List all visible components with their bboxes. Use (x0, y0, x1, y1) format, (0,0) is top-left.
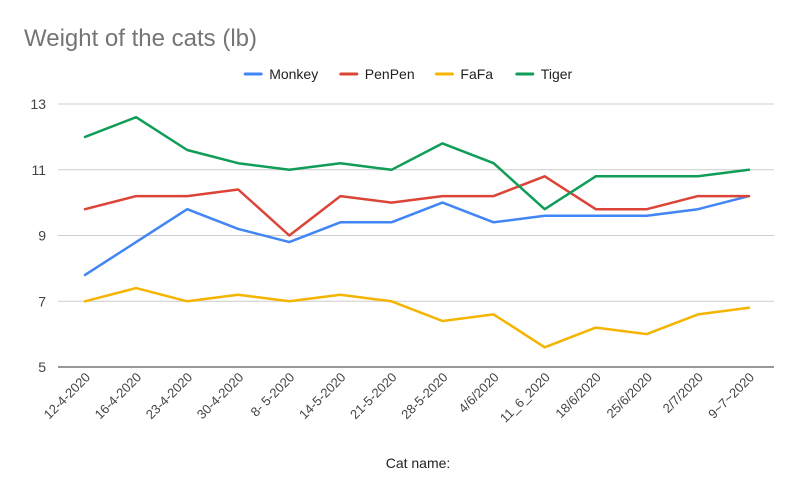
x-tick-label: 21-5-2020 (347, 370, 400, 423)
x-tick-label: 25/6/2020 (603, 370, 655, 422)
legend-label: PenPen (365, 66, 415, 82)
series-line-fafa (83, 286, 751, 349)
legend-item-fafa: FaFa (434, 66, 493, 82)
legend-label: FaFa (460, 66, 493, 82)
x-tick-label: 12-4-2020 (41, 370, 94, 423)
x-tick-label: 28-5-2020 (398, 370, 451, 423)
legend-item-tiger: Tiger (515, 66, 573, 82)
gridlines (58, 103, 774, 368)
x-tick-label: 30-4-2020 (194, 370, 247, 423)
series-line-tiger (83, 115, 751, 211)
legend-label: Monkey (269, 66, 318, 82)
x-tick-label: 14-5-2020 (296, 370, 349, 423)
legend-label: Tiger (541, 66, 573, 82)
legend-item-monkey: Monkey (243, 66, 318, 82)
y-tick-label: 11 (31, 162, 46, 178)
y-tick-label: 13 (30, 96, 46, 112)
x-tick-label: 16-4-2020 (92, 370, 145, 423)
y-tick-label: 7 (38, 293, 46, 309)
series-lines (83, 115, 751, 349)
chart-title: Weight of the cats (lb) (24, 25, 257, 52)
x-tick-label: 9~7~2020 (705, 370, 757, 422)
y-axis-ticks: 5 7 9 11 13 (30, 96, 46, 375)
series-line-monkey (83, 194, 751, 277)
x-tick-label: 2/7/2020 (660, 370, 706, 416)
legend-item-penpen: PenPen (339, 66, 415, 82)
x-tick-label: 8- 5-2020 (247, 370, 297, 420)
x-tick-label: 11_6_2020 (497, 370, 553, 426)
y-tick-label: 9 (38, 228, 46, 244)
y-tick-label: 5 (38, 359, 46, 375)
x-tick-label: 23-4-2020 (143, 370, 196, 423)
x-axis-title: Cat name: (386, 455, 451, 471)
legend: Monkey PenPen FaFa Tiger (243, 66, 573, 82)
x-tick-label: 4/6/2020 (455, 370, 501, 416)
series-line-penpen (83, 175, 751, 237)
x-tick-label: 18/6/2020 (552, 370, 604, 422)
